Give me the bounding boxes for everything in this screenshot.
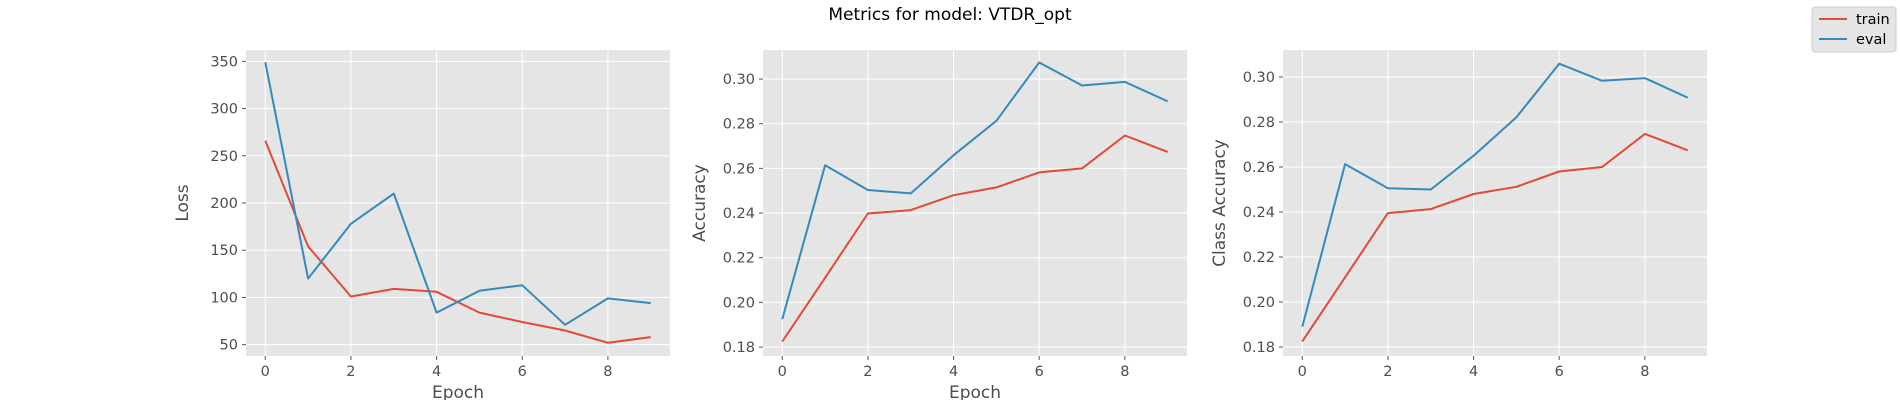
- y-tick-label: 0.22: [1243, 250, 1275, 266]
- y-tick-label: 0.20: [1243, 295, 1275, 311]
- y-axis-label: Accuracy: [690, 164, 710, 242]
- accuracy-panel: 0.18 0.20 0.22 0.24 0.26 0.28 0.30 0 2 4 6 8 Epoch Ac…: [690, 50, 1187, 400]
- y-tick-label: 350: [210, 54, 238, 70]
- y-tick-label: 0.30: [723, 72, 755, 88]
- y-axis-label: Class Accuracy: [1210, 139, 1230, 267]
- x-tick-label: 8: [603, 364, 612, 380]
- x-tick-label: 6: [1555, 364, 1564, 380]
- x-axis-label: Epoch: [949, 383, 1001, 400]
- y-tick-label: 100: [210, 290, 238, 306]
- legend-label-eval: eval: [1856, 32, 1886, 48]
- figure-title: Metrics for model: VTDR_opt: [828, 5, 1072, 25]
- y-tick-label: 200: [210, 196, 238, 212]
- x-tick-label: 0: [261, 364, 270, 380]
- plot-area: [1283, 50, 1707, 356]
- series-line-eval: [781, 61, 1169, 320]
- x-tick-label: 8: [1640, 364, 1649, 380]
- x-tick-label: 2: [1383, 364, 1392, 380]
- y-tick-label: 0.28: [723, 117, 755, 133]
- y-tick-label: 0.26: [723, 161, 755, 177]
- series-line-eval: [264, 62, 651, 326]
- loss-panel: 50 100 150 200 250 300 350 0 2 4 6 8 Epoch Loss: [173, 50, 670, 400]
- x-tick-label: 4: [1469, 364, 1478, 380]
- legend-label-train: train: [1856, 12, 1890, 28]
- x-tick-label: 8: [1120, 364, 1129, 380]
- series-line-train: [1301, 132, 1689, 342]
- y-tick-label: 0.20: [723, 295, 755, 311]
- x-axis-label: Epoch: [432, 383, 484, 400]
- y-tick-label: 0.24: [1243, 205, 1275, 221]
- x-tick-label: 4: [949, 364, 958, 380]
- y-tick-label: 0.30: [1243, 70, 1275, 86]
- y-tick-label: 50: [220, 338, 238, 354]
- y-axis-label: Loss: [173, 184, 193, 221]
- plot-area: [763, 50, 1187, 356]
- y-tick-label: 0.26: [1243, 160, 1275, 176]
- x-tick-label: 6: [1035, 364, 1044, 380]
- y-tick-label: 0.28: [1243, 115, 1275, 131]
- x-tick-label: 2: [863, 364, 872, 380]
- y-tick-label: 0.18: [723, 340, 755, 356]
- class-accuracy-panel: 0.18 0.20 0.22 0.24 0.26 0.28 0.30 0 2 4 6 8 Class A…: [1210, 50, 1707, 380]
- x-tick-label: 0: [778, 364, 787, 380]
- series-line-train: [781, 134, 1169, 343]
- y-tick-label: 150: [210, 243, 238, 259]
- y-tick-label: 0.24: [723, 206, 755, 222]
- x-tick-label: 6: [518, 364, 527, 380]
- y-tick-label: 0.18: [1243, 340, 1275, 356]
- y-tick-label: 0.22: [723, 251, 755, 267]
- x-tick-label: 2: [346, 364, 355, 380]
- y-tick-label: 300: [210, 102, 238, 118]
- series-line-eval: [1301, 62, 1689, 328]
- legend: train eval: [1811, 6, 1897, 53]
- y-tick-label: 250: [210, 149, 238, 165]
- x-tick-label: 0: [1298, 364, 1307, 380]
- x-tick-label: 4: [432, 364, 441, 380]
